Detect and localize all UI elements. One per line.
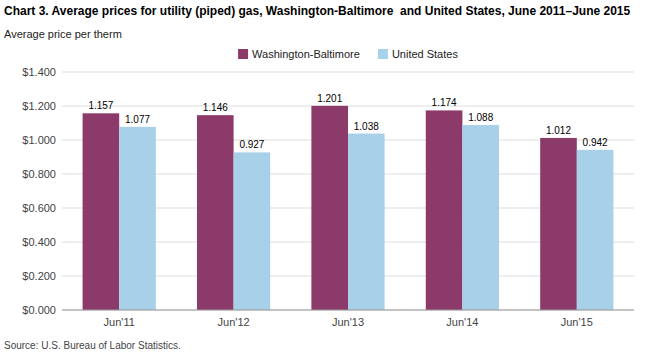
x-axis-line xyxy=(62,310,634,311)
legend-swatch xyxy=(238,49,248,59)
x-tick-label: Jun'12 xyxy=(218,316,250,328)
bar xyxy=(197,115,234,310)
chart: $0.000 $0.200 $0.400 $0.600 $0.800 $1.000 $1.2… xyxy=(0,0,650,354)
data-label: 1.174 xyxy=(432,97,457,108)
bar xyxy=(83,113,120,310)
data-label: 1.012 xyxy=(546,125,571,136)
data-label: 1.201 xyxy=(317,93,342,104)
bars xyxy=(83,106,614,310)
legend-label: United States xyxy=(392,48,459,60)
data-label: 1.157 xyxy=(88,100,113,111)
legend-swatch xyxy=(378,49,388,59)
x-tick-label: Jun'15 xyxy=(561,316,593,328)
y-tick-label: $0.000 xyxy=(22,304,56,316)
title: Chart 3. Average prices for utility (pip… xyxy=(4,4,630,18)
y-tick-label: $0.800 xyxy=(22,168,56,180)
legend: Washington-Baltimore United States xyxy=(238,48,458,60)
grid-line xyxy=(62,72,634,73)
data-label: 1.038 xyxy=(354,121,379,132)
y-axis-label: Average price per therm xyxy=(4,28,122,40)
y-tick-label: $1.400 xyxy=(22,66,56,78)
x-tick-label: Jun'11 xyxy=(104,316,135,328)
y-tick-label: $0.400 xyxy=(22,236,56,248)
source: Source: U.S. Bureau of Labor Statistics. xyxy=(4,340,181,351)
bar xyxy=(311,106,348,310)
grid-line xyxy=(62,310,634,311)
x-tick-label: Jun'14 xyxy=(446,316,478,328)
data-label: 1.077 xyxy=(125,114,150,125)
y-tick-label: $1.200 xyxy=(22,100,56,112)
y-tick-label: $0.200 xyxy=(22,270,56,282)
data-label: 0.942 xyxy=(583,137,608,148)
bar xyxy=(119,127,156,310)
bar xyxy=(577,150,614,310)
bar xyxy=(426,110,463,310)
data-label: 1.088 xyxy=(468,112,493,123)
bar xyxy=(348,134,385,310)
bar xyxy=(462,125,499,310)
bar xyxy=(540,138,577,310)
y-tick-label: $0.600 xyxy=(22,202,56,214)
data-label: 1.146 xyxy=(203,102,228,113)
bar xyxy=(234,152,271,310)
data-label: 0.927 xyxy=(239,139,264,150)
x-tick-label: Jun'13 xyxy=(332,316,364,328)
y-tick-label: $1.000 xyxy=(22,134,56,146)
legend-label: Washington-Baltimore xyxy=(252,48,360,60)
